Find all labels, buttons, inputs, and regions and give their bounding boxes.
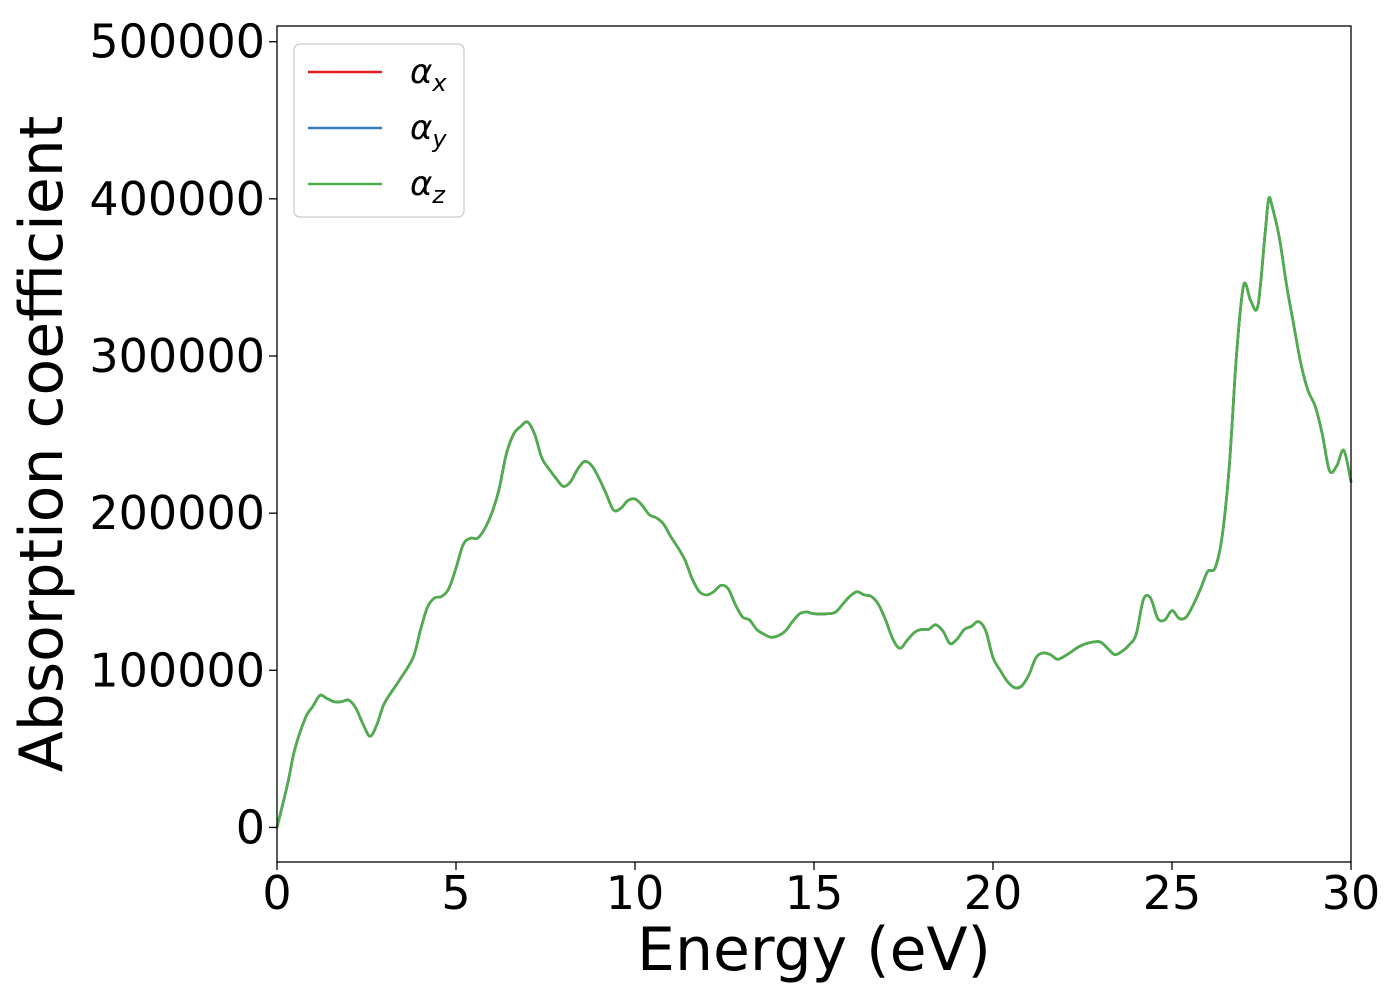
y-tick-label: 400000 [89,172,265,226]
y-tick-label: 0 [236,800,265,854]
legend-label: αx [410,52,447,97]
x-tick-label: 0 [262,866,291,920]
x-axis: 0 5 10 15 20 25 30 [262,862,1380,920]
x-tick-label: 15 [785,866,844,920]
legend-label: αz [410,164,446,209]
series-line-z-2 [275,196,1353,829]
y-tick-label: 500000 [89,15,265,69]
series-layer [275,196,1353,829]
x-tick-label: 20 [964,866,1023,920]
y-axis: 0 100000 200000 300000 400000 500000 [89,15,277,854]
y-tick-label: 100000 [89,643,265,697]
y-axis-label: Absorption coefficient [7,116,77,773]
y-tick-label: 200000 [89,486,265,540]
x-tick-label: 30 [1322,866,1381,920]
x-tick-label: 25 [1143,866,1202,920]
x-tick-label: 5 [441,866,470,920]
legend: αx αy αz [293,43,465,218]
legend-frame [293,43,465,218]
x-tick-label: 10 [606,866,665,920]
legend-label: αy [410,108,447,153]
y-tick-label: 300000 [89,329,265,383]
x-axis-label: Energy (eV) [637,915,991,985]
